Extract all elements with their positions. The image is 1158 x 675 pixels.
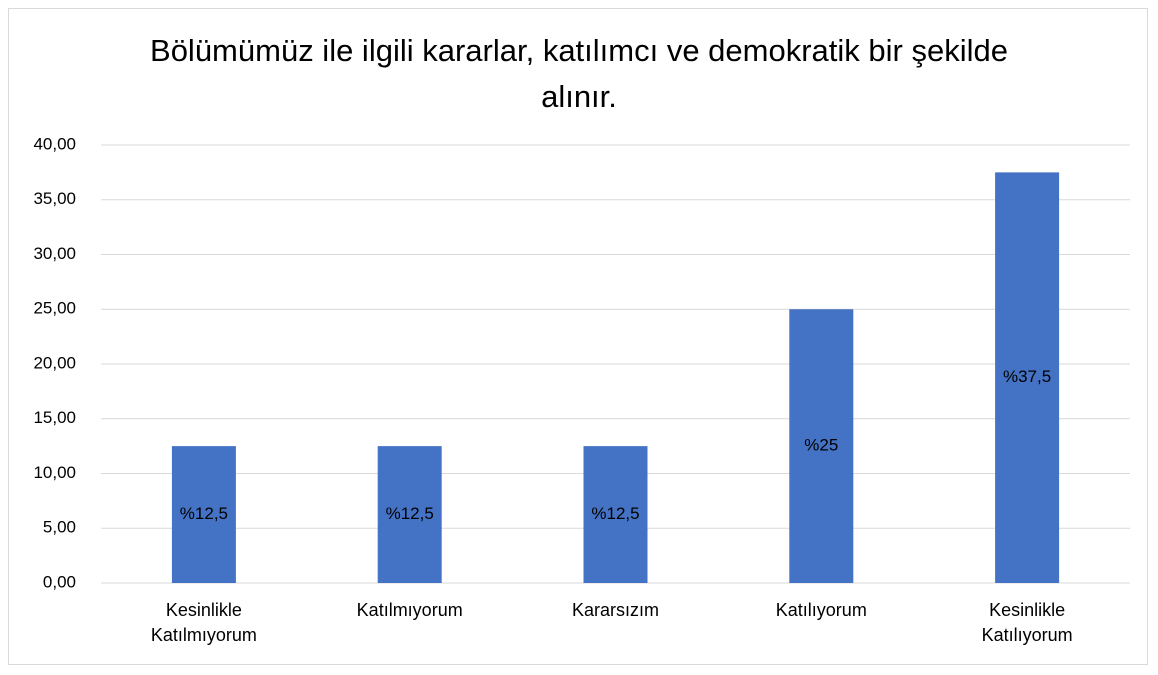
data-label: %37,5	[1003, 367, 1051, 386]
data-label: %12,5	[591, 504, 639, 523]
data-label: %25	[804, 436, 838, 455]
x-tick-label: Kesinlikle Katılmıyorum	[150, 600, 257, 645]
data-label: %12,5	[180, 504, 228, 523]
x-tick-label: Kesinlikle Katılıyorum	[981, 600, 1073, 645]
y-tick-label: 35,00	[33, 189, 76, 208]
bar	[789, 309, 854, 583]
y-tick-label: 0,00	[43, 572, 76, 591]
bar	[171, 446, 236, 583]
y-tick-label: 30,00	[33, 244, 76, 263]
y-tick-label: 25,00	[33, 299, 76, 318]
bar	[995, 172, 1060, 583]
y-tick-label: 40,00	[33, 134, 76, 153]
chart-border	[8, 8, 1148, 665]
chart-title: Bölümümüz ile ilgili kararlar, katılımcı…	[150, 33, 1008, 114]
bar	[377, 446, 442, 583]
x-tick-label: Katılıyorum	[775, 600, 867, 620]
y-tick-label: 20,00	[33, 353, 76, 372]
bar	[583, 446, 648, 583]
y-tick-label: 10,00	[33, 463, 76, 482]
y-tick-label: 5,00	[43, 518, 76, 537]
x-tick-label: Kararsızım	[571, 600, 659, 620]
y-tick-label: 15,00	[33, 408, 76, 427]
data-label: %12,5	[386, 504, 434, 523]
x-tick-label: Katılmıyorum	[356, 600, 463, 620]
